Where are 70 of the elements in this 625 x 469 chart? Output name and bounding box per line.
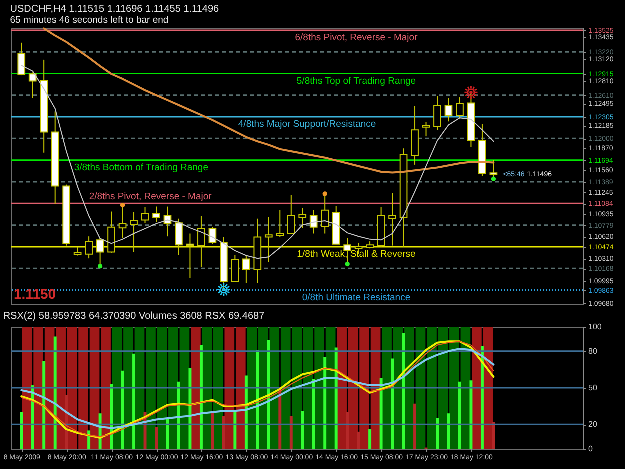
candlestick <box>321 194 330 234</box>
y-tick-label: 80 <box>588 346 598 356</box>
candlestick <box>118 204 127 239</box>
bar <box>267 340 270 449</box>
candlestick <box>287 194 296 235</box>
point <box>120 203 126 208</box>
bar <box>132 354 136 449</box>
candlestick <box>18 42 26 76</box>
bar <box>42 361 46 449</box>
candlestick <box>264 216 273 263</box>
candlestick <box>152 206 160 223</box>
candlestick <box>175 218 183 256</box>
candlestick <box>141 207 150 224</box>
y-tick-label: 100 <box>588 322 602 332</box>
bar <box>211 412 214 449</box>
y-tick-label: 0 <box>588 444 594 454</box>
point <box>491 176 496 182</box>
bar <box>301 411 304 449</box>
ref-line-label: 2/8ths Pivot, Reverse - Major <box>89 192 212 203</box>
bar <box>436 418 439 449</box>
candlestick <box>298 208 307 229</box>
chart-title: RSX(2) 58.959783 64.370390 Volumes 3608 RSX 69.4687 <box>3 311 266 322</box>
candlestick <box>130 212 138 253</box>
candlestick <box>422 122 430 138</box>
bar <box>458 382 462 449</box>
bar <box>20 412 24 449</box>
bar <box>290 416 293 449</box>
bar <box>188 368 192 449</box>
y-tick-label: 20 <box>588 420 598 430</box>
point <box>322 192 328 196</box>
bar <box>492 422 496 449</box>
point <box>98 264 103 269</box>
ref-line-label: 4/8ths Major Support/Resistance <box>238 119 376 130</box>
ref-line-label: 3/8ths Bottom of Trading Range <box>74 162 208 174</box>
chart-subtitle: 65 minutes 46 seconds left to bar end <box>10 14 169 26</box>
candlestick <box>85 236 93 260</box>
candlestick <box>456 97 464 120</box>
chart-title: USDCHF,H4 1.11515 1.11696 1.11455 1.11496 <box>10 4 220 15</box>
candlestick <box>28 72 37 99</box>
line-series <box>20 348 495 430</box>
bar <box>368 429 372 449</box>
candlestick <box>198 216 206 268</box>
bar <box>234 410 237 449</box>
candlestick <box>434 96 442 131</box>
bar <box>402 333 406 449</box>
bar <box>480 346 484 449</box>
ref-line-label: 6/8ths Pivot, Reverse - Major <box>295 32 418 44</box>
candlestick <box>242 255 250 284</box>
y-tick-label: 50 <box>588 384 598 392</box>
bar <box>391 358 394 449</box>
bar <box>470 380 473 449</box>
candlestick <box>276 210 284 238</box>
candlestick <box>388 192 396 246</box>
point <box>345 262 350 267</box>
bar <box>222 416 226 449</box>
candlestick <box>444 98 453 122</box>
annotation: 1.1150 <box>14 286 56 302</box>
bar <box>324 358 327 449</box>
candlestick <box>231 254 240 283</box>
bar <box>334 348 338 449</box>
ref-line-label: 0/8th Ultimate Resistance <box>302 292 411 304</box>
bar <box>155 427 158 449</box>
ref-line-label: 5/8ths Top of Trading Range <box>296 76 416 87</box>
candlestick <box>186 233 194 279</box>
bar <box>121 370 124 449</box>
ref-line-label: 1/8th Weak, Stall & Reverse <box>297 248 416 260</box>
bar <box>312 379 316 449</box>
candlestick <box>310 210 318 234</box>
line-series <box>43 28 495 174</box>
bar <box>414 404 417 449</box>
